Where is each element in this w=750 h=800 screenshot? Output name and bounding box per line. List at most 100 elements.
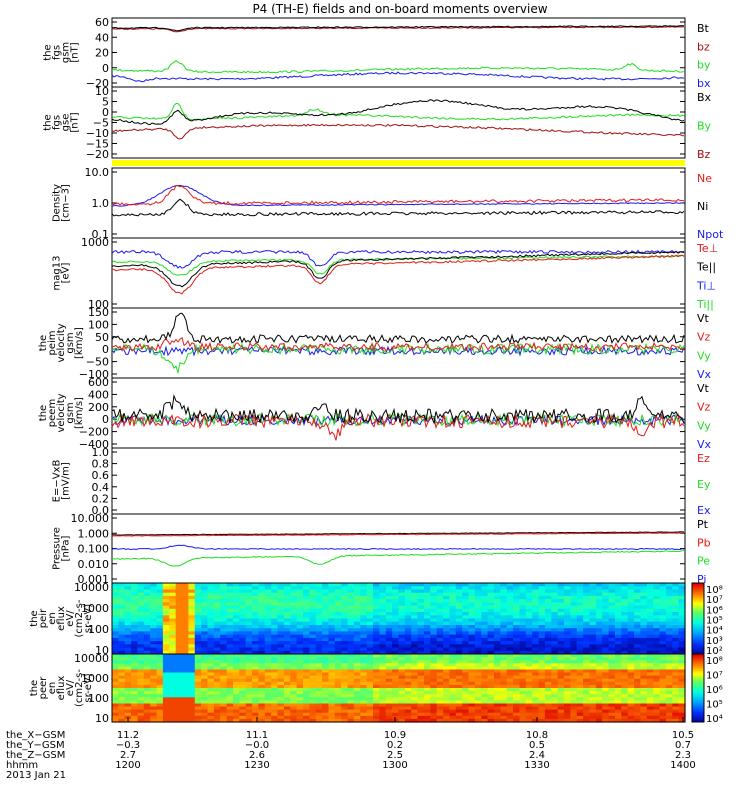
spectrogram-cell	[602, 647, 610, 652]
y-tick-label: 0.100	[78, 543, 110, 556]
spectrogram-cell	[532, 589, 540, 594]
spectrogram-cell	[124, 688, 132, 692]
spectrogram-cell	[328, 634, 336, 639]
spectrogram-cell	[341, 583, 349, 587]
spectrogram-cell	[595, 703, 603, 708]
spectrogram-cell	[576, 669, 584, 674]
spectrogram-cell	[621, 641, 629, 645]
spectrogram-cell	[595, 694, 603, 698]
spectrogram-cell	[252, 657, 260, 661]
spectrogram-cell	[220, 634, 228, 639]
spectrogram-cell	[487, 634, 495, 639]
spectrogram-cell	[373, 618, 380, 623]
spectrogram-cell	[156, 675, 164, 680]
spectrogram-cell	[162, 595, 170, 600]
spectrogram-cell	[557, 650, 565, 655]
spectrogram-cell	[583, 706, 591, 711]
spectrogram-cell	[392, 641, 400, 645]
spectrogram-cell	[583, 654, 591, 658]
spectrogram-cell	[239, 678, 247, 683]
spectrogram-cell	[162, 657, 170, 661]
spectrogram-cell	[424, 660, 431, 664]
spectrogram-cell	[258, 663, 266, 667]
spectrogram-cell	[303, 669, 310, 674]
spectrogram-cell	[506, 625, 514, 629]
spectrogram-cell	[621, 700, 629, 705]
spectrogram-cell	[309, 631, 317, 636]
spectrogram-cell	[328, 718, 336, 723]
spectrogram-cell	[653, 608, 661, 613]
spectrogram-cell	[194, 650, 202, 655]
spectrogram-cell	[220, 700, 228, 705]
spectrogram-cell	[124, 621, 132, 626]
spectrogram-cell	[137, 599, 145, 603]
spectrogram-cell	[424, 602, 431, 607]
spectrogram-cell	[506, 628, 514, 632]
spectrogram-cell	[481, 681, 489, 686]
spectrogram-cell	[411, 650, 419, 655]
spectrogram-cell	[576, 703, 584, 708]
spectrogram-cell	[564, 691, 571, 695]
spectrogram-cell	[532, 654, 540, 658]
spectrogram-cell	[341, 654, 349, 658]
spectrogram-cell	[615, 694, 622, 698]
colorbar-cell	[692, 686, 704, 689]
spectrogram-cell	[296, 654, 304, 658]
spectrogram-cell	[385, 592, 393, 597]
spectrogram-cell	[494, 675, 501, 680]
spectrogram-cell	[277, 612, 285, 616]
spectrogram-cell	[347, 678, 355, 683]
spectrogram-cell	[315, 672, 323, 677]
spectrogram-cell	[398, 589, 406, 594]
spectrogram-cell	[207, 715, 215, 720]
spectrogram-cell	[525, 592, 533, 597]
spectrogram-cell	[296, 691, 304, 695]
spectrogram-cell	[252, 709, 260, 714]
spectrogram-cell	[424, 618, 431, 623]
spectrogram-cell	[315, 691, 323, 695]
spectrogram-cell	[544, 703, 552, 708]
spectrogram-cell	[411, 647, 419, 652]
spectrogram-cell	[634, 625, 642, 629]
spectrogram-cell	[468, 599, 476, 603]
spectrogram-cell	[411, 706, 419, 711]
y-tick-label: 10.0	[85, 166, 110, 179]
spectrogram-cell	[373, 669, 380, 674]
spectrogram-cell	[264, 669, 272, 674]
spectrogram-cell	[595, 634, 603, 639]
spectrogram-cell	[175, 703, 183, 708]
spectrogram-cell	[481, 675, 489, 680]
spectrogram-cell	[494, 657, 501, 661]
spectrogram-cell	[309, 694, 317, 698]
spectrogram-cell	[576, 608, 584, 613]
spectrogram-cell	[271, 675, 279, 680]
spectrogram-cell	[143, 644, 151, 649]
y-tick-label: 0	[102, 413, 109, 426]
spectrogram-cell	[443, 637, 451, 642]
spectrogram-cell	[646, 691, 654, 695]
spectrogram-cell	[385, 644, 393, 649]
spectrogram-cell	[659, 647, 667, 652]
spectrogram-cell	[379, 589, 387, 594]
spectrogram-cell	[137, 654, 145, 658]
spectrogram-cell	[602, 621, 610, 626]
spectrogram-cell	[595, 709, 603, 714]
spectrogram-cell	[233, 703, 240, 708]
spectrogram-cell	[455, 666, 463, 671]
spectrogram-cell	[162, 691, 170, 695]
spectrogram-cell	[417, 691, 425, 695]
spectrogram-cell	[678, 644, 686, 649]
spectrogram-cell	[608, 660, 616, 664]
spectrogram-cell	[513, 660, 521, 664]
spectrogram-cell	[544, 608, 552, 613]
spectrogram-cell	[589, 688, 597, 692]
spectrogram-cell	[392, 589, 400, 594]
spectrogram-cell	[513, 703, 521, 708]
spectrogram-cell	[328, 712, 336, 717]
spectrogram-cell	[551, 684, 559, 689]
y-axis-label: Pressure	[52, 527, 63, 570]
spectrogram-cell	[449, 615, 457, 620]
spectrogram-cell	[366, 631, 374, 636]
spectrogram-cell	[532, 621, 540, 626]
spectrogram-cell	[366, 712, 374, 717]
